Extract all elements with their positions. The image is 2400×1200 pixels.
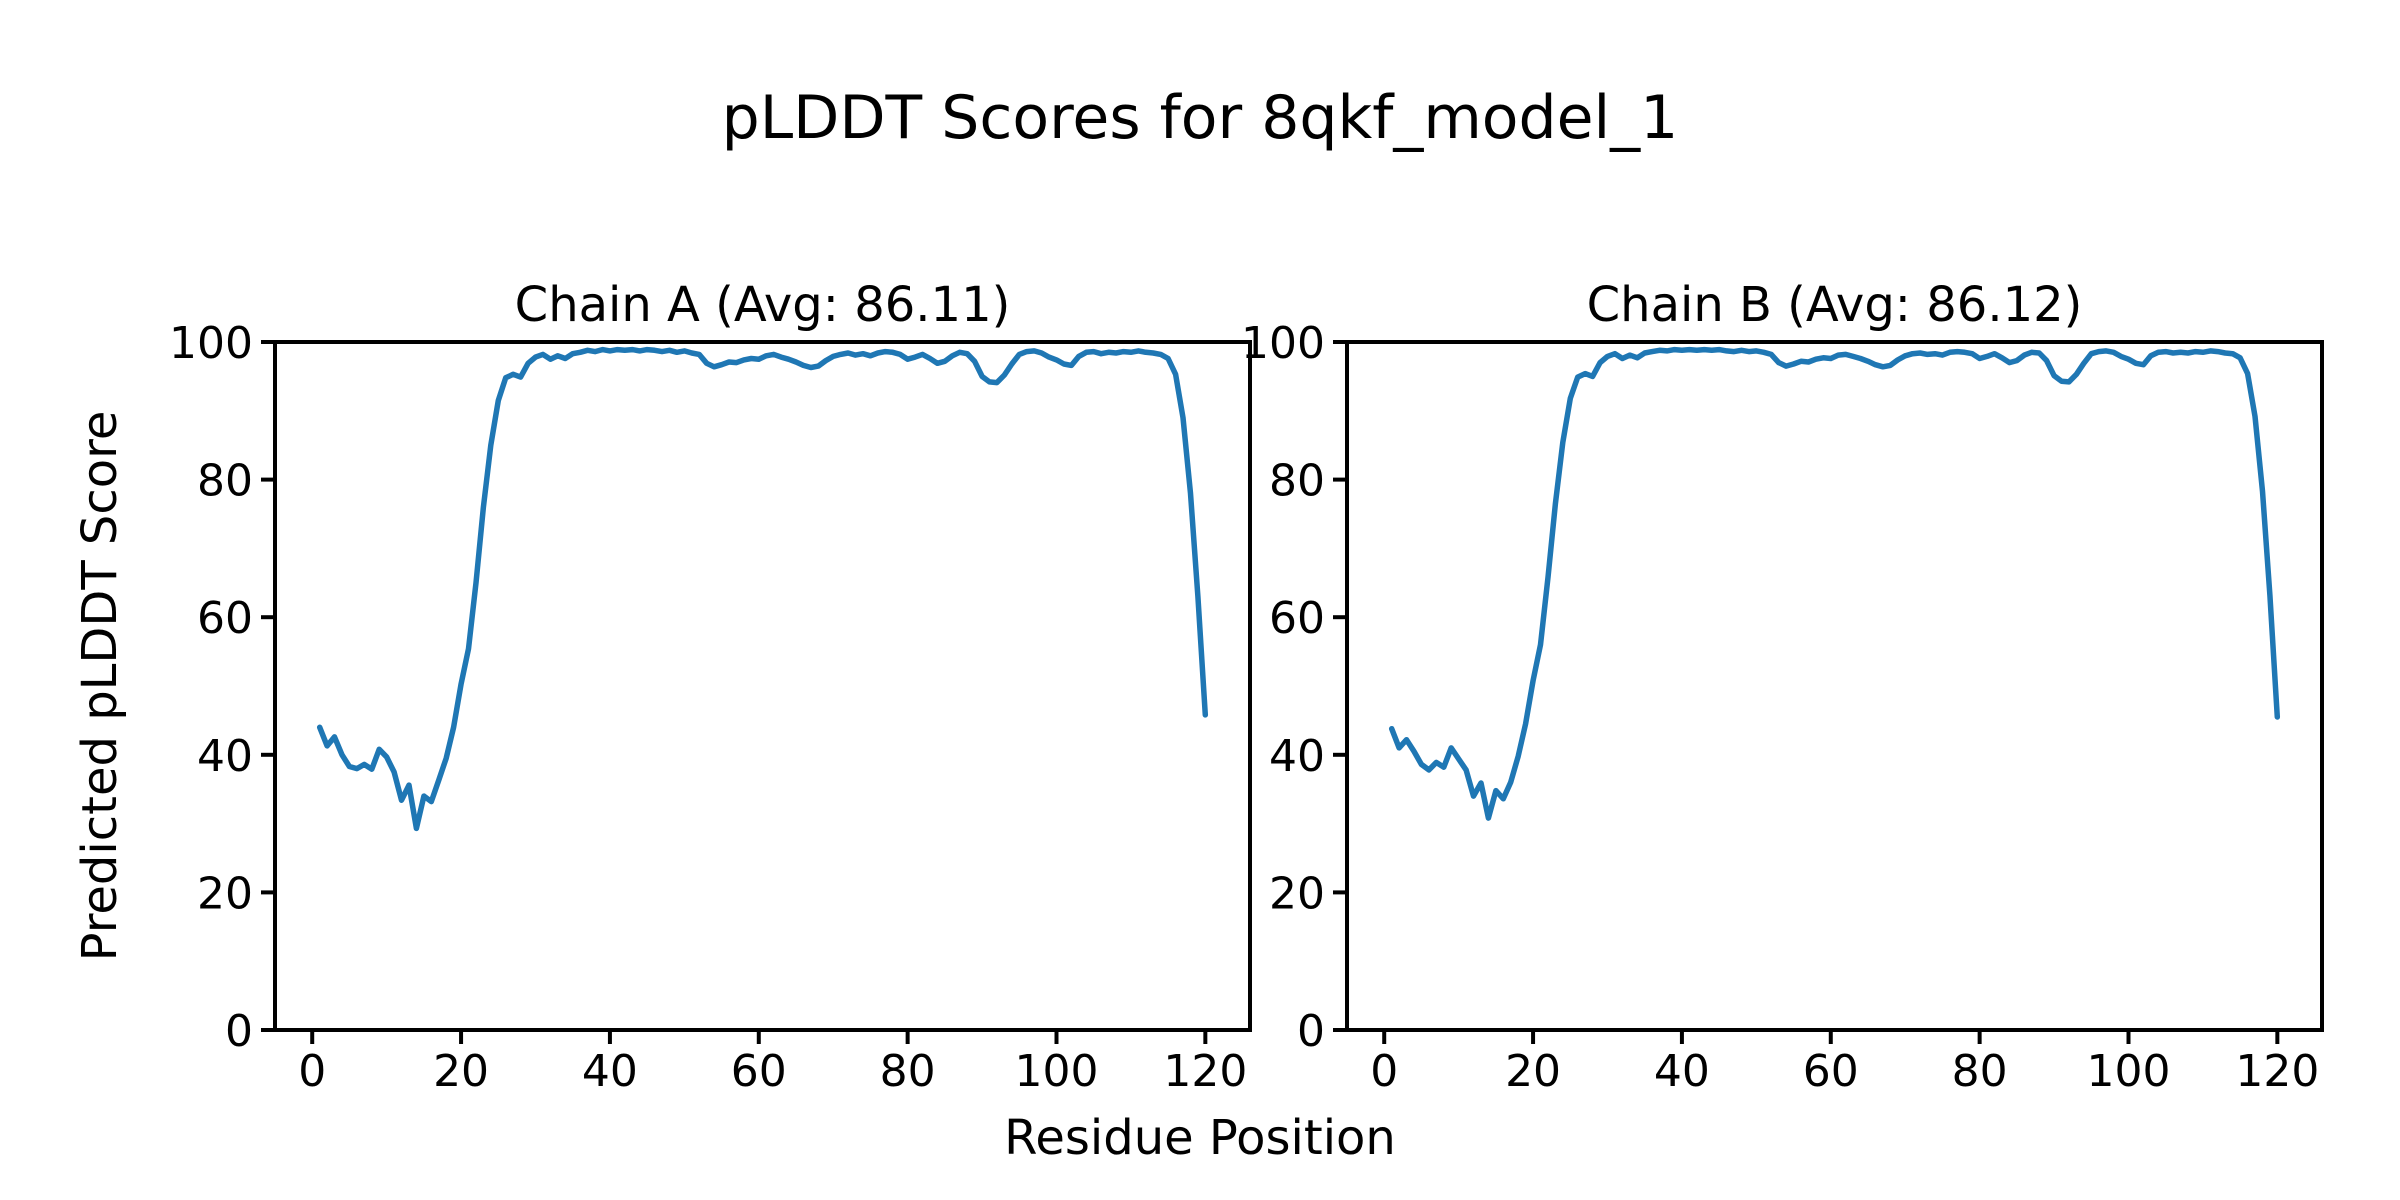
y-tick-label: 80 <box>197 456 253 507</box>
x-axis-label: Residue Position <box>1004 1110 1396 1166</box>
x-tick-label: 120 <box>1163 1046 1247 1097</box>
x-tick-label: 40 <box>582 1046 638 1097</box>
x-tick-label: 0 <box>1370 1046 1398 1097</box>
y-tick-label: 60 <box>197 593 253 644</box>
y-tick-label: 100 <box>1241 318 1325 369</box>
plddt-line-chain-b <box>1388 346 2281 821</box>
chain-b-subplot-title: Chain B (Avg: 86.12) <box>1586 277 2083 333</box>
x-tick-label: 100 <box>2086 1046 2170 1097</box>
y-tick-label: 0 <box>1297 1006 1325 1057</box>
y-axis-label: Predicted pLDDT Score <box>72 410 128 962</box>
chain-b-axes: 0 20 40 60 80 100 120 0 20 40 60 80 100 <box>1241 318 2324 1097</box>
x-tick-label: 60 <box>1803 1046 1859 1097</box>
axes-spines <box>273 340 1252 1032</box>
x-tick-label: 80 <box>880 1046 936 1097</box>
y-tick-label: 40 <box>1269 731 1325 782</box>
x-tick-label: 80 <box>1952 1046 2008 1097</box>
y-tick-label: 60 <box>1269 593 1325 644</box>
y-tick-label: 80 <box>1269 456 1325 507</box>
x-tick-label: 0 <box>298 1046 326 1097</box>
y-tick-label: 100 <box>169 318 253 369</box>
y-tick-label: 0 <box>225 1006 253 1057</box>
x-tick-label: 100 <box>1014 1046 1098 1097</box>
x-tick-label: 120 <box>2235 1046 2319 1097</box>
y-tick-label: 40 <box>197 731 253 782</box>
x-tick-label: 20 <box>1505 1046 1561 1097</box>
x-tick-label: 20 <box>433 1046 489 1097</box>
chain-a-axes: 0 20 40 60 80 100 120 0 20 40 60 80 100 <box>169 318 1252 1097</box>
x-tick-label: 60 <box>731 1046 787 1097</box>
axes-spines <box>1345 340 2324 1032</box>
plddt-line-chain-a <box>316 346 1209 832</box>
y-tick-label: 20 <box>1269 868 1325 919</box>
y-tick-label: 20 <box>197 868 253 919</box>
chain-a-subplot-title: Chain A (Avg: 86.11) <box>514 277 1011 333</box>
x-tick-label: 40 <box>1654 1046 1710 1097</box>
figure-suptitle: pLDDT Scores for 8qkf_model_1 <box>721 83 1679 153</box>
